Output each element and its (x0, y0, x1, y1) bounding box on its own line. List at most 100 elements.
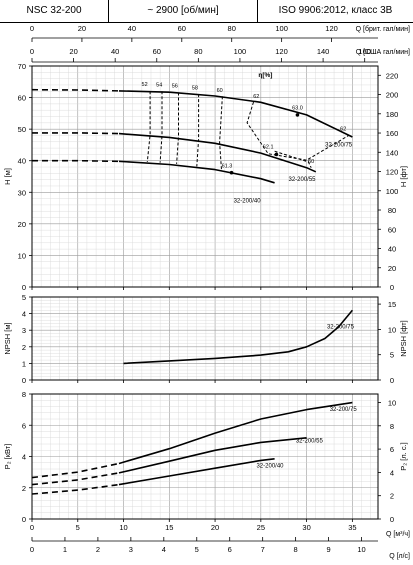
x-tick-label-ls: 5 (195, 545, 199, 554)
power-curve-32-200-40 (118, 458, 275, 486)
y-tick-label-left: 0 (22, 515, 26, 524)
y-tick-label-right: 20 (388, 264, 396, 273)
y-tick-label-right: 10 (388, 398, 396, 407)
efficiency-label: 56 (172, 83, 178, 89)
top-uk-tick-label: 100 (275, 24, 288, 33)
power-curve-32-200-55-dashed (31, 472, 120, 486)
head-curve-32-200-55 (118, 132, 317, 173)
head-curve-32-200-40 (118, 160, 275, 184)
x-tick-label-m3h: 0 (30, 523, 34, 532)
model-name: NSC 32-200 (26, 5, 82, 16)
chart-header: NSC 32-200 ~ 2900 [об/мин] ISO 9906:2012… (0, 0, 413, 23)
top-us-tick-label: 20 (69, 47, 77, 56)
power-curve-32-200-75-dashed (31, 462, 120, 479)
top-us-axis-title: Q [США гал/мин] (356, 49, 410, 56)
y-tick-label-right: 15 (388, 300, 396, 309)
x-tick-label-m3h: 20 (211, 523, 219, 532)
x-tick-label-m3h: 35 (348, 523, 356, 532)
power-curve-32-200-40-dashed (31, 483, 120, 495)
bep-marker (295, 113, 300, 117)
header-divider (108, 0, 109, 22)
efficiency-contour (196, 94, 200, 167)
efficiency-label: 60 (308, 159, 314, 165)
grid-layer (32, 66, 378, 519)
top-uk-tick-label: 20 (78, 24, 86, 33)
y-tick-label-right: 0 (390, 283, 394, 292)
head-curve-32-200-75-dashed (31, 88, 120, 92)
x-tick-label-ls: 0 (30, 545, 34, 554)
x-tick-label-ls: 9 (326, 545, 330, 554)
x-tick-label-ls: 2 (96, 545, 100, 554)
x-axis-title-ls: Q [л/с] (389, 553, 410, 560)
top-uk-tick-label: 0 (30, 24, 34, 33)
x-tick-label-m3h: 5 (76, 523, 80, 532)
top-us-tick-label: 80 (194, 47, 202, 56)
y-tick-label-right: 80 (388, 206, 396, 215)
efficiency-label: 52 (142, 82, 148, 88)
efficiency-contour (159, 91, 163, 163)
efficiency-label: 54 (156, 83, 162, 89)
y-tick-label-left: 6 (22, 421, 26, 430)
efficiency-label: 60 (217, 88, 223, 94)
y-tick-label-right: 40 (388, 245, 396, 254)
y-tick-label-left: 10 (18, 251, 26, 260)
y-tick-label-left: 3 (22, 326, 26, 335)
efficiency-contour (176, 92, 179, 164)
y-tick-label-right: 0 (390, 515, 394, 524)
x-tick-label-ls: 7 (261, 545, 265, 554)
x-tick-label-m3h: 10 (119, 523, 127, 532)
efficiency-label: 63.0 (292, 106, 303, 112)
y-tick-label-right: 100 (386, 187, 399, 196)
x-tick-label-m3h: 25 (257, 523, 265, 532)
y-tick-label-left: 8 (22, 390, 26, 399)
y-tick-label-left: 60 (18, 94, 26, 103)
y-tick-label-left: 0 (22, 376, 26, 385)
x-tick-label-ls: 6 (228, 545, 232, 554)
x-tick-label-m3h: 15 (165, 523, 173, 532)
y-axis-title-left: NPSH [м] (3, 322, 12, 354)
y-tick-label-left: 4 (22, 453, 26, 462)
top-us-tick-label: 160 (358, 47, 371, 56)
header-divider (257, 0, 258, 22)
head-curve-32-200-40-dashed (32, 159, 120, 163)
y-tick-label-right: 180 (386, 110, 399, 119)
test-standard: ISO 9906:2012, класс 3B (278, 5, 393, 16)
head-curve-label: 32-200/55 (289, 177, 317, 183)
efficiency-title: η[%] (258, 72, 272, 79)
y-tick-label-right: 5 (390, 351, 394, 360)
efficiency-contour (146, 91, 151, 163)
y-tick-label-left: 40 (18, 157, 26, 166)
y-tick-label-right: 2 (390, 492, 394, 501)
y-tick-label-right: 60 (388, 225, 396, 234)
top-us-tick-label: 100 (234, 47, 247, 56)
rotation-speed: ~ 2900 [об/мин] (147, 5, 219, 16)
efficiency-contour (219, 96, 223, 170)
x-tick-label-ls: 4 (162, 545, 166, 554)
frames-layer (29, 37, 381, 542)
power-curve-label: 32-200/75 (330, 407, 358, 413)
y-tick-label-right: 4 (390, 468, 394, 477)
y-tick-label-left: 4 (22, 310, 26, 319)
top-us-tick-label: 0 (30, 47, 34, 56)
x-axis-title-m3h: Q [м³/ч] (386, 531, 410, 538)
panel-frame (31, 296, 379, 381)
y-tick-label-right: 10 (388, 325, 396, 334)
y-tick-label-left: 0 (22, 283, 26, 292)
efficiency-label: 58 (192, 85, 198, 91)
top-uk-tick-label: 120 (325, 24, 338, 33)
efficiency-label: 62 (253, 94, 259, 100)
y-tick-label-left: 20 (18, 220, 26, 229)
bep-marker (229, 170, 234, 175)
y-tick-label-left: 30 (18, 188, 26, 197)
x-tick-label-ls: 10 (357, 545, 365, 554)
y-tick-label-left: 5 (22, 293, 26, 302)
y-tick-label-left: 2 (22, 484, 26, 493)
labels-layer: 0102030405060700204060801001201401601802… (3, 24, 410, 560)
panel-frame (31, 65, 379, 288)
y-tick-label-right: 6 (390, 445, 394, 454)
efficiency-label: 62.1 (263, 145, 274, 151)
head-curve-32-200-55-dashed (32, 132, 120, 135)
top-us-tick-label: 140 (317, 47, 330, 56)
y-axis-title-right: H [фт] (399, 166, 408, 187)
y-tick-label-right: 140 (386, 148, 399, 157)
